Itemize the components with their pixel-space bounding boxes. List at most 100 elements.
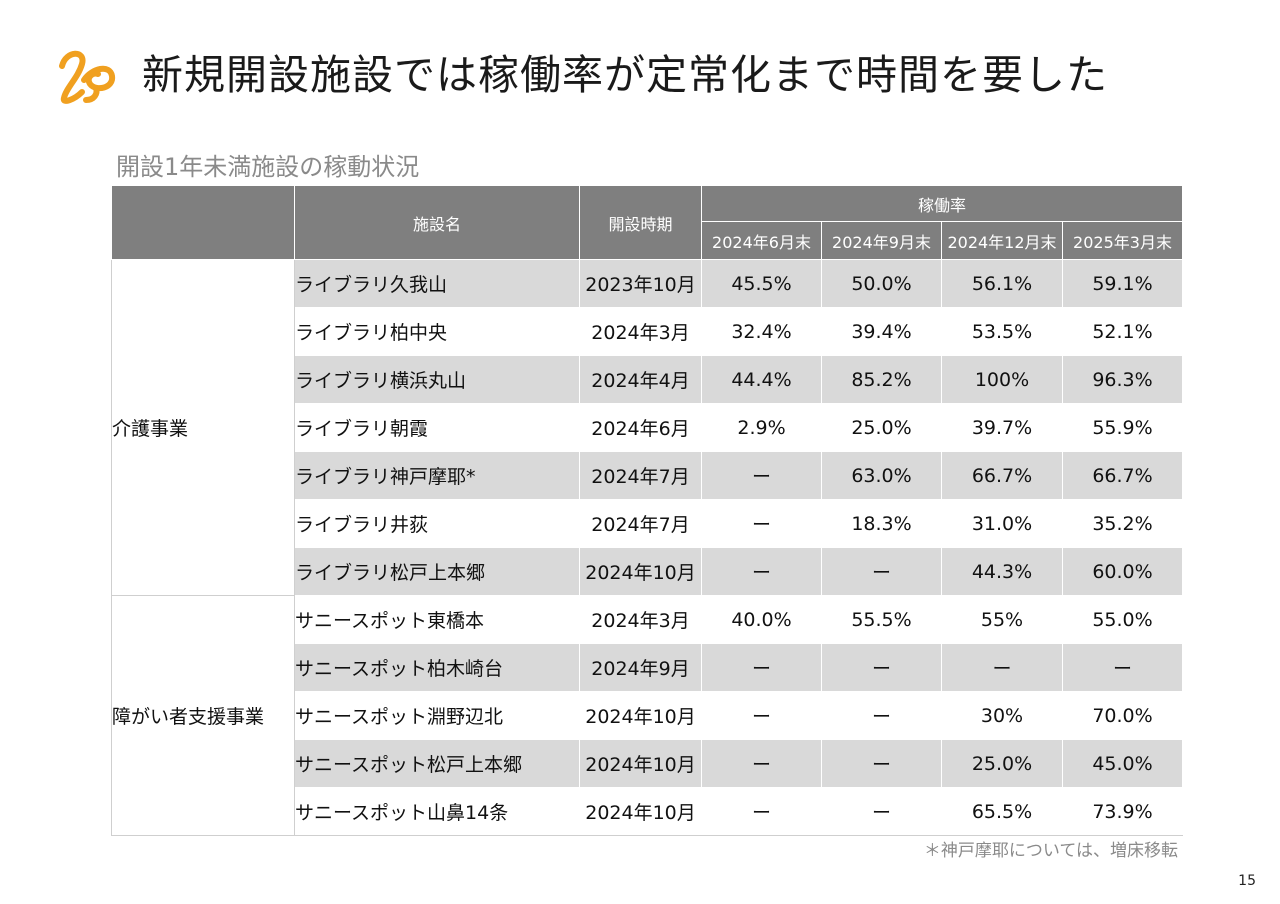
table-row: サニースポット松戸上本郷 2024年10月 ー ー 25.0% 45.0% xyxy=(112,739,1184,788)
opened-date: 2024年10月 xyxy=(579,739,702,788)
opened-date: 2024年3月 xyxy=(579,307,702,356)
table-row: ライブラリ神戸摩耶* 2024年7月 ー 63.0% 66.7% 66.7% xyxy=(112,451,1184,500)
page-title: 新規開設施設では稼働率が定常化まで時間を要した xyxy=(142,51,1108,99)
facility-name: サニースポット東橋本 xyxy=(294,595,580,644)
table-row: 障がい者支援事業 サニースポット東橋本 2024年3月 40.0% 55.5% … xyxy=(111,595,1184,836)
rate-cell: ー xyxy=(701,739,822,788)
rate-cell: 59.1% xyxy=(1061,259,1184,308)
table-row: サニースポット山鼻14条 2024年10月 ー ー 65.5% 73.9% xyxy=(112,787,1184,836)
rate-cell: ー xyxy=(821,691,942,740)
rate-cell: 35.2% xyxy=(1061,499,1184,548)
rate-cell: 73.9% xyxy=(1061,787,1184,836)
facility-name: サニースポット柏木崎台 xyxy=(294,643,580,692)
period-header: 2024年12月末 xyxy=(941,221,1063,260)
table-row: ライブラリ井荻 2024年7月 ー 18.3% 31.0% 35.2% xyxy=(112,499,1184,548)
rate-cell: 53.5% xyxy=(941,307,1063,356)
rate-cell: 60.0% xyxy=(1061,547,1184,596)
rate-cell: 96.3% xyxy=(1061,355,1184,404)
rate-cell: 56.1% xyxy=(941,259,1063,308)
table-row: ライブラリ柏中央 2024年3月 32.4% 39.4% 53.5% 52.1% xyxy=(112,307,1184,356)
rate-cell: 52.1% xyxy=(1061,307,1184,356)
rate-cell: 2.9% xyxy=(701,403,822,452)
rate-cell: 66.7% xyxy=(941,451,1063,500)
segment-label: 介護事業 xyxy=(111,259,295,596)
rate-cell: 31.0% xyxy=(941,499,1063,548)
facility-name: ライブラリ久我山 xyxy=(294,259,580,308)
rate-cell: ー xyxy=(701,643,822,692)
rate-cell: 32.4% xyxy=(701,307,822,356)
segment-column-header xyxy=(111,185,295,260)
opened-date: 2024年7月 xyxy=(579,451,702,500)
rate-cell: 50.0% xyxy=(821,259,942,308)
rate-cell: 55.9% xyxy=(1061,403,1184,452)
facility-name: ライブラリ朝霞 xyxy=(294,403,580,452)
opened-date: 2024年7月 xyxy=(579,499,702,548)
rate-cell: 85.2% xyxy=(821,355,942,404)
rate-cell: 63.0% xyxy=(821,451,942,500)
opened-date: 2024年10月 xyxy=(579,691,702,740)
opened-date: 2024年9月 xyxy=(579,643,702,692)
rate-cell: 40.0% xyxy=(701,595,822,644)
page-number: 15 xyxy=(1238,873,1256,889)
rate-cell: ー xyxy=(821,739,942,788)
rate-cell: 55% xyxy=(941,595,1063,644)
rate-cell: ー xyxy=(701,547,822,596)
rate-cell: 18.3% xyxy=(821,499,942,548)
rate-cell: ー xyxy=(821,787,942,836)
facility-name: ライブラリ井荻 xyxy=(294,499,580,548)
rate-cell: 44.4% xyxy=(701,355,822,404)
rate-cell: ー xyxy=(701,787,822,836)
rate-cell: 39.4% xyxy=(821,307,942,356)
table-row: ライブラリ横浜丸山 2024年4月 44.4% 85.2% 100% 96.3% xyxy=(112,355,1184,404)
facility-name: ライブラリ柏中央 xyxy=(294,307,580,356)
rate-cell: 25.0% xyxy=(941,739,1063,788)
rate-cell: 55.5% xyxy=(821,595,942,644)
rate-cell: ー xyxy=(701,451,822,500)
facility-name: サニースポット淵野辺北 xyxy=(294,691,580,740)
table-row: ライブラリ朝霞 2024年6月 2.9% 25.0% 39.7% 55.9% xyxy=(112,403,1184,452)
table-row: サニースポット淵野辺北 2024年10月 ー ー 30% 70.0% xyxy=(112,691,1184,740)
table-row: サニースポット柏木崎台 2024年9月 ー ー ー ー xyxy=(112,643,1184,692)
facility-name: サニースポット山鼻14条 xyxy=(294,787,580,836)
rate-cell: ー xyxy=(821,643,942,692)
opened-date: 2024年6月 xyxy=(579,403,702,452)
rate-cell: ー xyxy=(701,691,822,740)
rate-cell: 55.0% xyxy=(1061,595,1184,644)
facility-name: ライブラリ神戸摩耶* xyxy=(294,451,580,500)
table-row: ライブラリ松戸上本郷 2024年10月 ー ー 44.3% 60.0% xyxy=(112,547,1184,596)
occupancy-table: 施設名 開設時期 稼働率 2024年6月末 2024年9月末 2024年12月末… xyxy=(111,185,1184,836)
opened-date: 2024年4月 xyxy=(579,355,702,404)
table-row: 介護事業 ライブラリ久我山 2023年10月 45.5% 50.0% 56.1%… xyxy=(111,259,1184,596)
segment-label: 障がい者支援事業 xyxy=(111,595,295,836)
facility-name: ライブラリ横浜丸山 xyxy=(294,355,580,404)
rate-group-header: 稼働率 xyxy=(700,185,1184,222)
rate-cell: 70.0% xyxy=(1061,691,1184,740)
rate-cell: 45.0% xyxy=(1061,739,1184,788)
rate-cell: ー xyxy=(941,643,1063,692)
facility-column-header: 施設名 xyxy=(294,185,580,260)
opened-column-header: 開設時期 xyxy=(579,185,702,260)
rate-cell: 65.5% xyxy=(941,787,1063,836)
rate-cell: 100% xyxy=(941,355,1063,404)
facility-name: ライブラリ松戸上本郷 xyxy=(294,547,580,596)
table-caption: 開設1年未満施設の稼動状況 xyxy=(116,153,420,181)
footnote: ＊神戸摩耶については、増床移転 xyxy=(923,841,1178,861)
rate-cell: 66.7% xyxy=(1061,451,1184,500)
period-header: 2024年6月末 xyxy=(701,221,822,260)
opened-date: 2024年10月 xyxy=(579,787,702,836)
company-logo xyxy=(59,50,116,104)
opened-date: 2024年3月 xyxy=(579,595,702,644)
rate-cell: 45.5% xyxy=(701,259,822,308)
rate-cell: 44.3% xyxy=(941,547,1063,596)
period-header: 2025年3月末 xyxy=(1061,221,1184,260)
opened-date: 2023年10月 xyxy=(579,259,702,308)
rate-cell: ー xyxy=(1061,643,1184,692)
rate-cell: ー xyxy=(701,499,822,548)
opened-date: 2024年10月 xyxy=(579,547,702,596)
rate-cell: 39.7% xyxy=(941,403,1063,452)
rate-cell: 30% xyxy=(941,691,1063,740)
period-header: 2024年9月末 xyxy=(821,221,942,260)
rate-cell: 25.0% xyxy=(821,403,942,452)
facility-name: サニースポット松戸上本郷 xyxy=(294,739,580,788)
rate-cell: ー xyxy=(821,547,942,596)
